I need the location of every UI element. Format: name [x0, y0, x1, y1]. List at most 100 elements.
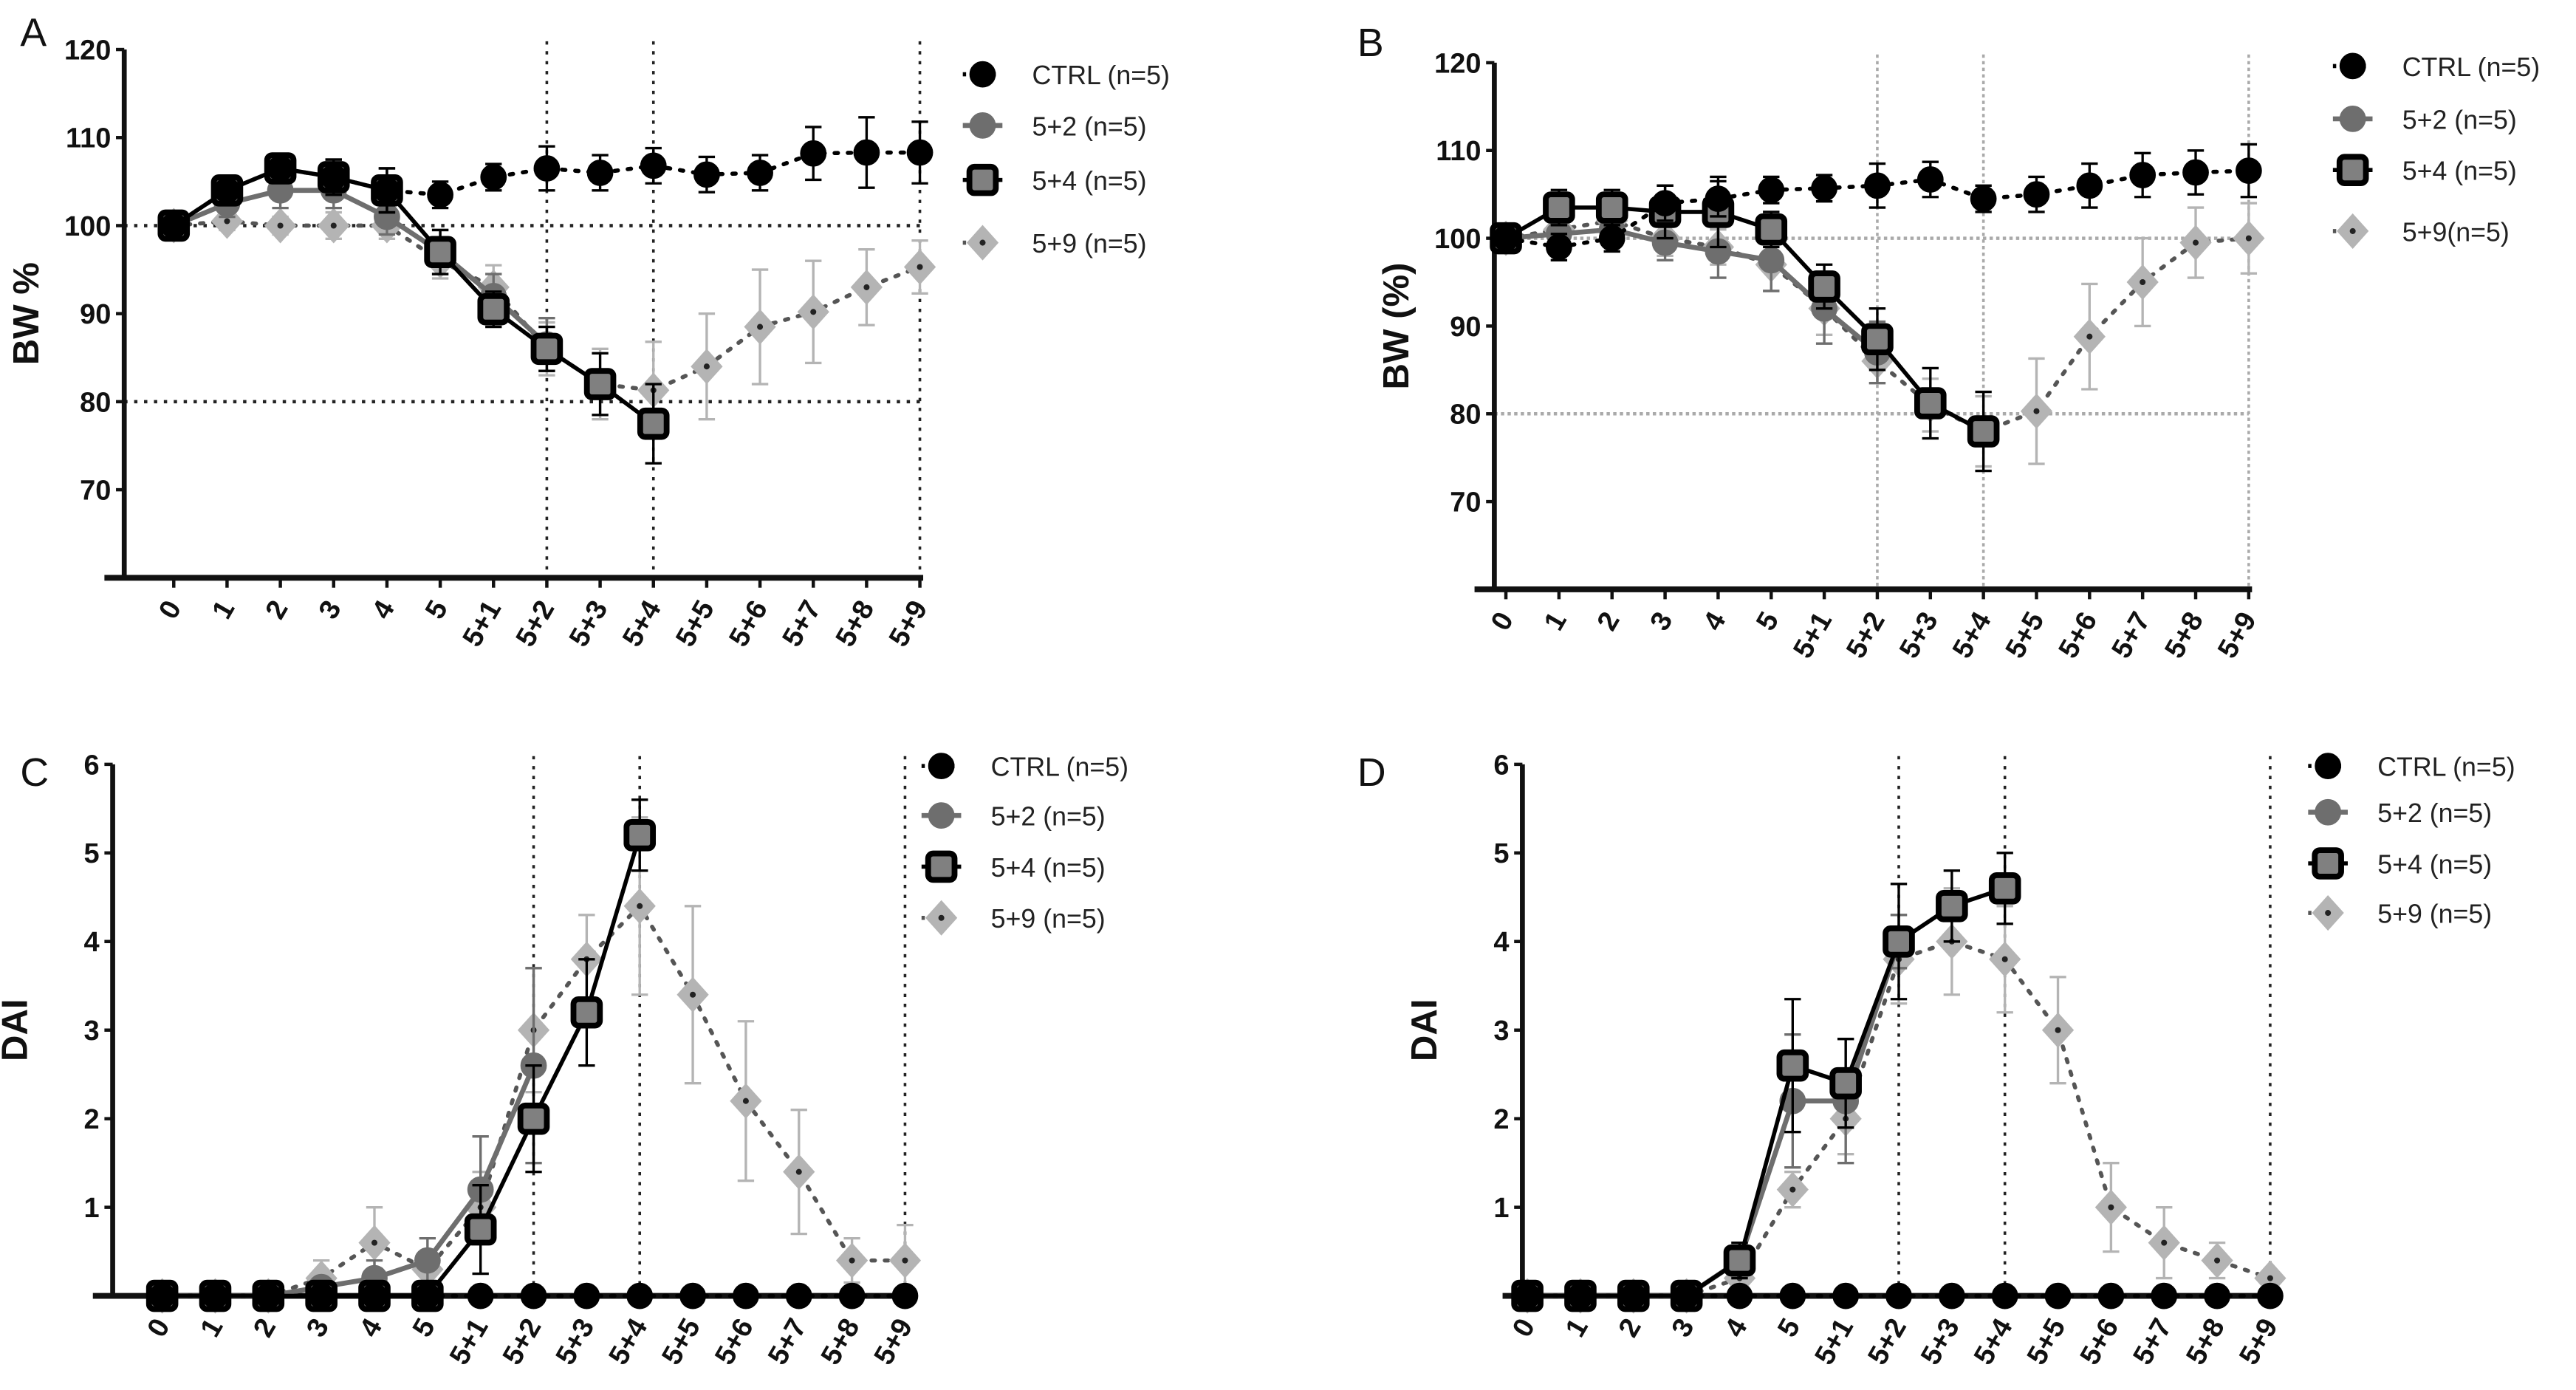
y-tick-label: 4 — [84, 927, 100, 958]
data-point — [467, 1282, 494, 1309]
x-tick-label: 5+5 — [670, 595, 721, 652]
diamond-center-dot — [757, 323, 764, 330]
data-point — [693, 161, 720, 188]
legend-entry: 5+2 (n=5) — [2308, 798, 2492, 828]
x-tick-label: 0 — [1507, 1313, 1541, 1342]
x-tick-label: 5+5 — [2021, 1313, 2072, 1370]
legend-marker — [969, 61, 996, 88]
legend-entry: 5+9 (n=5) — [2308, 895, 2492, 931]
data-point — [148, 1282, 176, 1309]
data-point — [2257, 1282, 2284, 1309]
diamond-center-dot — [902, 1257, 908, 1264]
data-point — [2129, 162, 2157, 188]
legend-label: CTRL (n=5) — [1032, 61, 1170, 90]
y-tick-label: 4 — [1493, 927, 1509, 958]
series-line — [1504, 218, 2251, 434]
y-axis-label: DAI — [0, 999, 35, 1061]
data-point — [1914, 387, 1947, 420]
x-tick-label: 3 — [1666, 1313, 1701, 1342]
x-tick-label: 1 — [1560, 1313, 1594, 1342]
diamond-center-dot — [2192, 239, 2199, 246]
data-point — [1758, 177, 1785, 204]
data-point — [1651, 190, 1679, 216]
y-tick-label: 3 — [84, 1016, 100, 1047]
x-tick-label: 2 — [1613, 1313, 1648, 1342]
legend-label: 5+2 (n=5) — [2377, 798, 2492, 828]
diamond-center-dot — [938, 914, 945, 921]
diamond-center-dot — [2349, 227, 2356, 234]
data-point — [1543, 191, 1575, 224]
data-point — [160, 212, 188, 239]
legend-label: 5+9(n=5) — [2402, 217, 2510, 247]
y-tick-label: 5 — [1493, 838, 1509, 869]
diamond-center-dot — [2245, 235, 2252, 242]
data-point — [785, 1282, 812, 1309]
data-point — [520, 1282, 547, 1309]
data-point — [626, 1282, 654, 1309]
data-point — [1598, 225, 1626, 252]
data-point — [570, 996, 603, 1029]
series-2 — [145, 798, 657, 1312]
data-point — [586, 160, 614, 186]
y-tick-label: 120 — [64, 35, 111, 66]
legend-entry: 5+9 (n=5) — [921, 900, 1106, 936]
data-point — [255, 1282, 282, 1309]
data-point — [361, 1282, 388, 1309]
legend-marker — [925, 850, 958, 883]
x-tick-label: 0 — [142, 1313, 177, 1342]
data-point — [640, 152, 667, 179]
legend-entry: 5+2 (n=5) — [2332, 105, 2517, 134]
data-point — [267, 155, 294, 182]
legend-entry: CTRL (n=5) — [921, 753, 1128, 782]
legend-label: 5+9 (n=5) — [991, 904, 1106, 934]
data-point — [583, 368, 617, 400]
legend-label: 5+4 (n=5) — [2377, 849, 2492, 879]
y-tick-label: 5 — [84, 838, 100, 869]
y-tick-label: 120 — [1434, 48, 1481, 79]
x-tick-label: 5+8 — [815, 1313, 866, 1370]
data-point — [1988, 872, 2021, 905]
x-tick-label: 5+3 — [1894, 607, 1945, 664]
data-point — [320, 164, 347, 191]
series-2 — [157, 152, 670, 465]
data-point — [637, 407, 670, 440]
y-tick-label: 70 — [1450, 487, 1481, 518]
data-point — [891, 1282, 919, 1309]
diamond-center-dot — [690, 991, 696, 998]
series-0 — [148, 1282, 919, 1309]
data-point — [838, 1282, 866, 1309]
legend-label: 5+4 (n=5) — [1032, 166, 1147, 196]
series-line — [1504, 205, 1986, 434]
diamond-center-dot — [2055, 1027, 2061, 1033]
diamond-center-dot — [224, 218, 230, 225]
legend-entry: CTRL (n=5) — [2308, 753, 2515, 782]
panel-letter: C — [20, 750, 49, 795]
x-tick-label: 5 — [1772, 1313, 1806, 1342]
legend-entry: 5+4 (n=5) — [2332, 154, 2517, 187]
series-line — [171, 166, 656, 426]
x-tick-label: 5+7 — [777, 595, 828, 652]
data-point — [2182, 159, 2209, 186]
y-tick-label: 2 — [1493, 1104, 1509, 1135]
y-tick-label: 100 — [1434, 224, 1481, 255]
y-tick-label: 110 — [66, 123, 111, 154]
data-point — [853, 139, 880, 166]
data-point — [906, 139, 934, 166]
legend-entry: CTRL (n=5) — [2332, 52, 2540, 82]
data-point — [1936, 890, 1968, 922]
legend-marker — [2315, 798, 2342, 826]
data-point — [202, 1282, 229, 1309]
legend-entry: 5+2 (n=5) — [962, 112, 1147, 141]
diamond-center-dot — [795, 1168, 802, 1175]
x-tick-label: 4 — [1719, 1313, 1754, 1342]
x-tick-label: 3 — [301, 1313, 335, 1342]
data-point — [1546, 233, 1572, 261]
legend-label: 5+9 (n=5) — [2377, 899, 2492, 928]
x-tick-label: 4 — [366, 595, 401, 624]
legend-label: 5+2 (n=5) — [1032, 112, 1147, 141]
data-point — [1832, 1282, 1860, 1309]
x-tick-label: 5+7 — [762, 1313, 813, 1370]
legend-marker — [2336, 154, 2369, 187]
x-tick-label: 5+5 — [2000, 607, 2051, 664]
data-point — [2151, 1282, 2178, 1309]
